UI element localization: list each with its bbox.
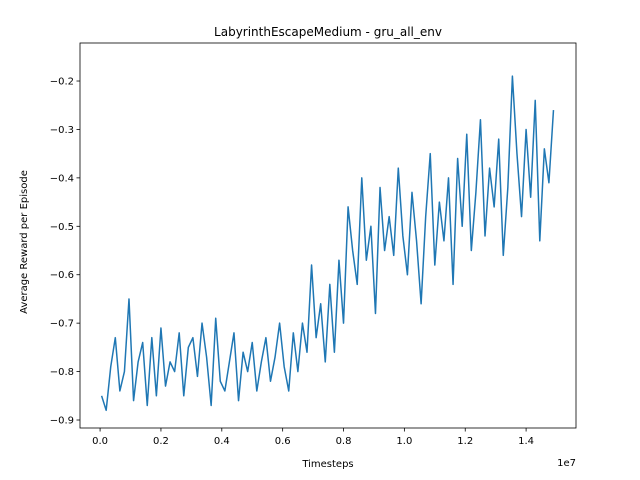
plot-frame [79, 42, 577, 429]
x-tick-label: 0.6 [275, 436, 291, 447]
y-axis-label: Average Reward per Episode [19, 170, 30, 314]
y-tick-label: −0.8 [50, 367, 74, 378]
y-tick-label: −0.4 [50, 173, 74, 184]
x-tick-label: 0.4 [214, 436, 230, 447]
y-tick-label: −0.3 [50, 125, 74, 136]
x-offset-label: 1e7 [557, 458, 576, 469]
y-tick-label: −0.9 [50, 416, 74, 427]
x-tick-label: 0.0 [92, 436, 108, 447]
x-tick-label: 1.0 [396, 436, 412, 447]
y-tick-label: −0.7 [50, 319, 74, 330]
line-series [100, 75, 555, 412]
x-tick-label: 1.4 [518, 436, 534, 447]
x-axis-label: Timesteps [301, 459, 353, 470]
chart-title: LabyrinthEscapeMedium - gru_all_env [214, 25, 442, 39]
y-tick-label: −0.5 [50, 222, 74, 233]
y-tick-label: −0.6 [50, 270, 74, 281]
x-tick-label: 0.2 [153, 436, 169, 447]
y-tick-label: −0.2 [50, 77, 74, 88]
x-tick-label: 1.2 [457, 436, 473, 447]
x-tick-label: 0.8 [336, 436, 352, 447]
